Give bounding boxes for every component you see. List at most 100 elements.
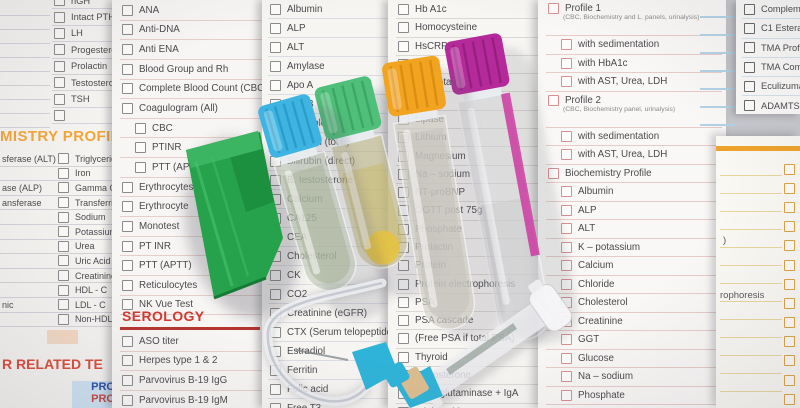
checklist-row xyxy=(782,314,798,333)
checklist-item-label: Potassium xyxy=(75,226,118,237)
checklist-row: Parvovirus B-19 IgM xyxy=(120,391,262,408)
checklist-item-label: Phosphate xyxy=(578,389,625,401)
checklist-row: ASO titer xyxy=(120,332,262,352)
butterfly-needle-syringe xyxy=(261,277,573,408)
checklist-row: nic xyxy=(0,298,56,313)
checklist-item-label: Chloride xyxy=(578,278,615,290)
checklist-item-label: Anti-DNA xyxy=(139,24,180,36)
checklist-row xyxy=(52,108,118,125)
checkbox-icon xyxy=(744,80,755,92)
checkbox-icon xyxy=(784,240,795,252)
checklist-item-label: Profile 1 xyxy=(565,3,601,14)
checkbox-icon xyxy=(58,182,69,194)
checklist-item-label: Complete Blood Count (CBC) xyxy=(139,83,266,95)
checklist-row xyxy=(0,225,56,240)
checkbox-icon xyxy=(398,22,409,34)
checkbox-icon xyxy=(58,313,69,325)
checklist-item-subtitle: (CBC, Biochemistry panel, urinalysis) xyxy=(563,105,676,113)
checklist-row: ansferase xyxy=(0,196,56,211)
checklist-row: Parvovirus B-19 IgG xyxy=(120,371,262,391)
checklist-row: ALP xyxy=(546,202,722,220)
serology-checklist: ASO titer Herpes type 1 & 2 Parvovirus B-1… xyxy=(120,332,262,408)
checkbox-icon xyxy=(122,279,133,291)
paper-hormone-panel: hGH Intact PTH LH Progesterone Prolactin Test… xyxy=(0,0,118,408)
checkbox-icon xyxy=(744,3,755,15)
checkbox-icon xyxy=(122,24,133,36)
checklist-item-label: Eculizumab xyxy=(761,81,800,92)
checklist-item-label: Transglutaminase + IgA xyxy=(415,388,519,400)
checklist-item-label: NK Vue Test xyxy=(139,299,193,311)
checklist-row: HDL - C xyxy=(56,283,118,298)
checkbox-icon xyxy=(784,374,795,386)
checklist-item-label: Intact PTH xyxy=(71,12,115,23)
checklist-item-label: PT INR xyxy=(139,240,171,252)
checklist-item-label: Glucose xyxy=(578,352,614,364)
checklist-item-label: (Free PSA if total PSA) xyxy=(415,333,515,345)
checkbox-icon xyxy=(122,181,133,193)
checkbox-icon xyxy=(58,226,69,238)
checklist-item-label: PTT (APTT) xyxy=(152,161,205,173)
checklist-row: Creatinine xyxy=(56,269,118,284)
checkbox-icon xyxy=(122,4,133,16)
checkbox-icon xyxy=(54,109,65,121)
checklist-row: Sodium xyxy=(56,210,118,225)
checkbox-icon xyxy=(122,44,133,56)
hematology-checklist: ANA Anti-DNA Anti ENA Blood Group and Rh Com… xyxy=(120,1,266,316)
checkbox-icon xyxy=(54,60,65,72)
checklist-item-label: sferase (ALT) xyxy=(2,153,56,164)
checklist-item-label: Creatinine (eGFR) xyxy=(287,307,368,319)
checklist-item-label: Cholesterol xyxy=(578,297,628,309)
checklist-item-label: Progesterone xyxy=(71,44,118,55)
checklist-row: ADAMTS13 xyxy=(742,96,800,114)
checklist-item-label: hGH xyxy=(71,0,91,6)
checklist-row: Reticulocytes xyxy=(120,276,262,296)
checklist-item-label: Parvovirus B-19 IgM xyxy=(139,394,228,406)
checkbox-icon xyxy=(744,61,755,73)
checklist-row: with sedimentation xyxy=(546,36,722,55)
checkbox-icon xyxy=(548,3,559,14)
checklist-item-label: Herpes type 1 & 2 xyxy=(139,355,218,367)
checklist-item-label: CBC xyxy=(152,122,173,134)
checkbox-icon xyxy=(122,220,133,232)
checklist-item-label: ALP xyxy=(578,204,597,216)
checklist-row: TMA Profile xyxy=(742,39,800,58)
checklist-item-label: Amylase xyxy=(287,60,325,72)
checklist-row xyxy=(782,160,798,179)
checklist-item-label: PTINR xyxy=(152,142,182,154)
ruled-lines-blue-strip xyxy=(700,0,736,134)
checklist-item-label: TSH xyxy=(71,94,90,105)
checkbox-icon xyxy=(270,383,281,395)
checklist-row xyxy=(0,269,56,284)
checklist-item-label: Uric Acid xyxy=(75,255,111,266)
checklist-row: Free T3 xyxy=(268,399,390,408)
checklist-row: with AST, Urea, LDH xyxy=(546,73,722,92)
checklist-row: Gamma GT xyxy=(56,181,118,196)
checkbox-icon xyxy=(270,3,281,15)
checklist-row xyxy=(782,237,798,256)
complement-checklist: Complement C1 Esterase TMA Profile TMA Comp… xyxy=(742,0,800,114)
cut-text-paren: ) xyxy=(723,235,727,246)
checklist-item-label: with sedimentation xyxy=(578,130,660,142)
checklist-item-label: with HbA1c xyxy=(578,57,628,69)
checklist-row: ALT xyxy=(268,38,390,57)
checkbox-icon xyxy=(784,355,795,367)
checklist-item-label: Calcium xyxy=(578,260,614,272)
serology-heading: SEROLOGY xyxy=(122,308,205,324)
checklist-row: (Free PSA if total PSA) xyxy=(396,330,538,349)
ruled-lines-yellow xyxy=(720,158,782,406)
checkbox-icon xyxy=(561,130,572,142)
checkbox-icon xyxy=(561,39,572,51)
checklist-row: Phosphate xyxy=(546,387,722,405)
checkbox-icon xyxy=(744,22,755,34)
checklist-row: with sedimentation xyxy=(546,128,722,146)
checklist-row: Urea xyxy=(56,240,118,255)
pro-label-red: PRO xyxy=(91,393,115,405)
checklist-row: sferase (ALT) xyxy=(0,152,56,167)
checklist-item-label: Erythrocytes xyxy=(139,181,194,193)
checkbox-icon xyxy=(122,103,133,115)
checklist-row: C1 Esterase xyxy=(742,19,800,39)
checkbox-icon xyxy=(270,402,281,408)
checklist-item-label: Coagulogram (All) xyxy=(139,103,218,115)
checklist-row xyxy=(0,210,56,225)
checkbox-icon xyxy=(784,163,795,175)
